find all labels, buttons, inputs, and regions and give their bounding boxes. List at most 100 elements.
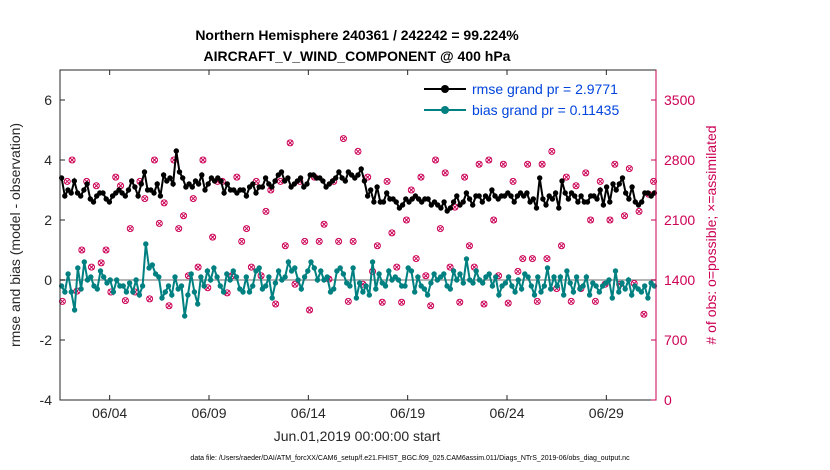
- bias-point: [159, 295, 165, 301]
- rmse-point: [84, 181, 90, 187]
- bias-point: [645, 295, 651, 301]
- obs-possible-marker: [286, 139, 294, 147]
- bias-point: [441, 271, 447, 277]
- rmse-point: [135, 193, 141, 199]
- obs-possible-marker: [417, 173, 425, 181]
- chart-title-line1: Northern Hemisphere 240361 / 242242 = 99…: [195, 27, 519, 43]
- rmse-point: [355, 172, 361, 178]
- bias-point: [188, 271, 194, 277]
- right-y-axis-label: # of obs: o=possible; ×=assimilated: [703, 125, 719, 344]
- bias-point: [227, 277, 233, 283]
- bias-point: [457, 271, 463, 277]
- bias-point: [583, 274, 590, 280]
- obs-assimilated-marker: [466, 242, 473, 249]
- obs-assimilated-marker: [597, 178, 604, 185]
- rmse-point: [603, 184, 610, 190]
- rmse-point: [68, 190, 74, 196]
- bias-point: [185, 292, 191, 298]
- right-y-tick-label: 2800: [664, 152, 695, 168]
- obs-assimilated-marker: [626, 165, 633, 172]
- obs-assimilated-marker: [447, 264, 453, 270]
- obs-assimilated-marker: [408, 187, 415, 193]
- bias-point: [386, 268, 392, 274]
- obs-assimilated-marker: [621, 212, 628, 219]
- obs-possible-marker: [412, 255, 420, 263]
- bias-point: [548, 286, 554, 292]
- x-tick-label: 06/14: [291, 405, 326, 421]
- obs-possible-marker: [383, 177, 391, 185]
- obs-possible-marker: [146, 295, 154, 303]
- legend-box: [420, 76, 650, 122]
- bias-point: [515, 277, 521, 283]
- obs-possible-marker: [281, 242, 289, 250]
- bias-point: [143, 241, 149, 247]
- bias-point: [298, 286, 304, 292]
- obs-possible-marker: [112, 173, 120, 181]
- rmse-point: [125, 187, 132, 193]
- rmse-point: [269, 184, 275, 190]
- bias-point: [544, 265, 551, 271]
- obs-possible-marker: [504, 299, 512, 307]
- obs-possible-marker: [126, 225, 134, 233]
- rmse-point: [364, 193, 371, 199]
- obs-assimilated-marker: [272, 301, 279, 307]
- obs-assimilated-marker: [442, 170, 449, 176]
- obs-assimilated-marker: [350, 238, 357, 245]
- bias-point: [295, 277, 301, 283]
- bias-point: [551, 274, 557, 280]
- obs-assimilated-marker: [98, 260, 105, 266]
- bias-point: [340, 271, 347, 277]
- left-y-tick-label: 2: [44, 212, 52, 228]
- obs-possible-marker: [165, 302, 173, 310]
- rmse-point: [320, 178, 326, 184]
- bias-point: [363, 283, 369, 289]
- legend-rmse-label: rmse grand pr = 2.9771: [472, 81, 618, 97]
- obs-assimilated-marker: [180, 212, 187, 219]
- left-y-tick-label: 6: [44, 92, 52, 108]
- rmse-point: [607, 199, 613, 205]
- obs-possible-marker: [427, 302, 435, 310]
- bias-point: [609, 295, 615, 301]
- obs-possible-marker: [475, 160, 483, 168]
- obs-possible-marker: [533, 297, 541, 305]
- bias-point: [424, 292, 431, 298]
- rmse-point: [476, 193, 482, 199]
- rmse-point: [342, 178, 348, 184]
- obs-assimilated-marker: [534, 298, 541, 305]
- rmse-point: [141, 169, 148, 175]
- bias-point: [612, 268, 619, 274]
- bias-point: [486, 271, 492, 277]
- bias-point: [250, 283, 256, 289]
- bias-point: [308, 259, 314, 265]
- rmse-point: [199, 172, 205, 178]
- rmse-point: [489, 187, 495, 193]
- obs-possible-marker: [596, 177, 604, 185]
- obs-possible-marker: [538, 160, 546, 168]
- obs-possible-marker: [650, 177, 658, 185]
- bias-point: [75, 265, 81, 271]
- bias-point: [165, 283, 172, 289]
- rmse-point: [304, 181, 310, 187]
- bias-point: [493, 274, 499, 280]
- bias-point: [162, 289, 168, 295]
- bias-point: [107, 277, 113, 283]
- rmse-point: [447, 205, 454, 211]
- obs-possible-marker: [456, 298, 464, 306]
- rmse-point: [626, 196, 632, 202]
- obs-possible-marker: [388, 229, 396, 237]
- bias-point: [518, 286, 525, 292]
- rmse-point: [81, 187, 87, 193]
- rmse-point: [562, 190, 568, 196]
- bias-point: [489, 283, 496, 289]
- rmse-series-group: [58, 148, 658, 214]
- obs-possible-marker: [63, 177, 71, 185]
- obs-assimilated-marker: [151, 157, 158, 163]
- obs-possible-marker: [354, 147, 362, 155]
- bias-point: [580, 283, 586, 289]
- obs-assimilated-marker: [607, 217, 613, 223]
- obs-assimilated-marker: [166, 302, 172, 309]
- bias-point: [114, 277, 120, 283]
- rmse-point: [623, 190, 629, 196]
- bias-point: [557, 274, 564, 280]
- rmse-point: [138, 181, 144, 187]
